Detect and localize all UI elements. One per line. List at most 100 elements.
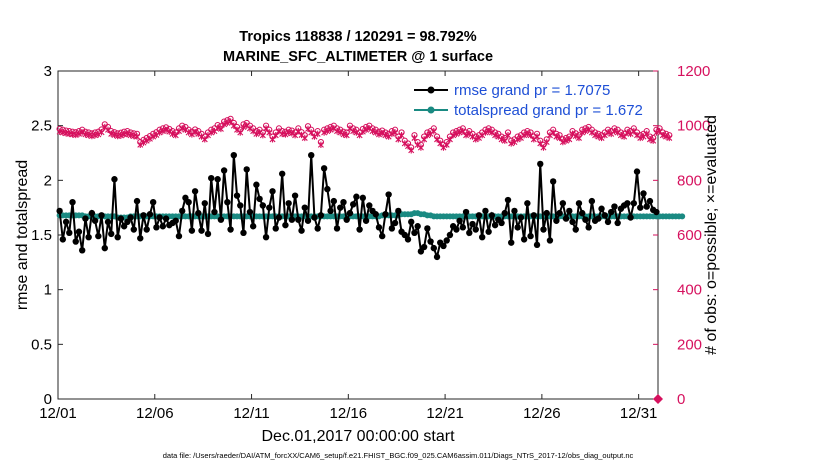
rmse-point bbox=[585, 224, 592, 231]
rmse-point bbox=[543, 209, 550, 217]
x-tick-label: 12/06 bbox=[136, 405, 174, 422]
rmse-point bbox=[137, 235, 144, 242]
rmse-point bbox=[211, 208, 218, 216]
rmse-point bbox=[604, 218, 612, 226]
obs-evaluated-point bbox=[611, 127, 618, 135]
obs-evaluated-point bbox=[266, 129, 273, 136]
rmse-point bbox=[288, 216, 296, 223]
rmse-point bbox=[359, 194, 367, 202]
rmse-point bbox=[533, 241, 541, 249]
obs-evaluated-point bbox=[595, 133, 602, 140]
rmse-point bbox=[391, 219, 399, 227]
obs-evaluated-point bbox=[430, 127, 437, 135]
x-tick-label: 12/26 bbox=[523, 405, 561, 422]
obs-evaluated-point bbox=[605, 129, 611, 136]
rmse-point bbox=[285, 200, 292, 207]
obs-evaluated-point bbox=[417, 144, 424, 151]
rmse-point bbox=[127, 214, 134, 221]
rmse-point bbox=[243, 166, 250, 173]
rmse-point bbox=[508, 239, 515, 246]
rmse-point bbox=[101, 244, 108, 252]
obs-evaluated-point bbox=[572, 132, 579, 140]
obs-evaluated-point bbox=[663, 133, 670, 140]
obs-evaluated-point bbox=[579, 129, 586, 136]
rmse-point bbox=[130, 226, 138, 233]
rmse-point bbox=[56, 207, 63, 215]
rmse-point bbox=[291, 192, 299, 199]
obs-evaluated-point bbox=[253, 130, 260, 138]
rmse-point bbox=[459, 224, 467, 231]
rmse-point bbox=[62, 218, 70, 226]
rmse-point bbox=[159, 223, 167, 230]
rmse-point bbox=[301, 204, 308, 211]
rmse-point bbox=[172, 217, 179, 224]
obs-evaluated-point bbox=[617, 132, 624, 139]
rmse-point bbox=[356, 226, 363, 233]
rmse-point bbox=[653, 208, 660, 216]
obs-evaluated-point bbox=[656, 127, 663, 135]
rmse-point bbox=[278, 170, 286, 177]
rmse-point bbox=[408, 218, 415, 226]
rmse-point bbox=[95, 232, 102, 240]
y-left-tick-label: 0.5 bbox=[31, 336, 52, 353]
rmse-point bbox=[614, 219, 621, 227]
rmse-point bbox=[488, 212, 496, 219]
rmse-point bbox=[269, 188, 276, 195]
rmse-point bbox=[262, 233, 270, 241]
obs-evaluated-point bbox=[498, 136, 505, 143]
obs-evaluated-point bbox=[463, 132, 470, 139]
rmse-point bbox=[608, 208, 615, 216]
rmse-point bbox=[253, 181, 260, 188]
obs-evaluated-point bbox=[482, 129, 489, 136]
rmse-point bbox=[343, 216, 350, 223]
obs-evaluated-point bbox=[124, 130, 131, 138]
rmse-point bbox=[385, 191, 392, 198]
y-left-tick-label: 1.5 bbox=[31, 227, 52, 244]
rmse-point bbox=[249, 223, 257, 230]
rmse-point bbox=[153, 224, 160, 231]
obs-evaluated-point bbox=[514, 136, 521, 143]
rmse-point bbox=[66, 229, 73, 237]
obs-evaluated-point bbox=[395, 136, 402, 143]
legend-rmse-marker bbox=[427, 86, 435, 94]
obs-evaluated-point bbox=[446, 136, 453, 143]
rmse-point bbox=[530, 212, 538, 219]
rmse-point bbox=[485, 228, 492, 235]
rmse-point bbox=[333, 225, 341, 232]
rmse-point bbox=[469, 220, 476, 228]
rmse-point bbox=[91, 217, 99, 224]
rmse-point bbox=[549, 178, 557, 185]
obs-evaluated-point bbox=[521, 132, 528, 139]
obs-evaluated-point bbox=[382, 132, 389, 139]
obs-evaluated-point bbox=[263, 125, 270, 132]
rmse-point bbox=[230, 151, 238, 159]
rmse-point bbox=[630, 200, 638, 207]
obs-evaluated-point bbox=[324, 127, 331, 135]
rmse-point bbox=[208, 174, 215, 182]
rmse-point bbox=[246, 208, 254, 216]
rmse-point bbox=[504, 196, 512, 204]
rmse-point bbox=[578, 209, 586, 217]
rmse-point bbox=[324, 185, 331, 193]
obs-evaluated-point bbox=[214, 124, 221, 132]
rmse-point bbox=[478, 233, 486, 241]
obs-evaluated-point bbox=[350, 127, 357, 135]
obs-evaluated-point bbox=[224, 119, 231, 127]
y-left-tick-label: 3 bbox=[44, 63, 52, 80]
legend: rmse grand pr = 1.7075 totalspread grand… bbox=[404, 78, 652, 122]
rmse-point bbox=[420, 243, 428, 251]
rmse-point bbox=[475, 212, 483, 219]
obs-evaluated-point bbox=[269, 136, 276, 143]
obs-evaluated-point bbox=[363, 126, 370, 133]
rmse-point bbox=[569, 218, 576, 226]
rmse-point bbox=[553, 217, 560, 224]
obs-evaluated-point bbox=[646, 136, 653, 143]
rmse-point bbox=[146, 211, 154, 218]
obs-evaluated-point bbox=[405, 142, 411, 150]
legend-rmse-label: rmse grand pr = 1.7075 bbox=[454, 82, 610, 99]
obs-evaluated-point bbox=[379, 130, 386, 137]
obs-evaluated-point bbox=[179, 125, 186, 132]
rmse-point bbox=[317, 212, 325, 219]
rmse-point bbox=[453, 226, 460, 233]
rmse-point bbox=[188, 227, 196, 234]
